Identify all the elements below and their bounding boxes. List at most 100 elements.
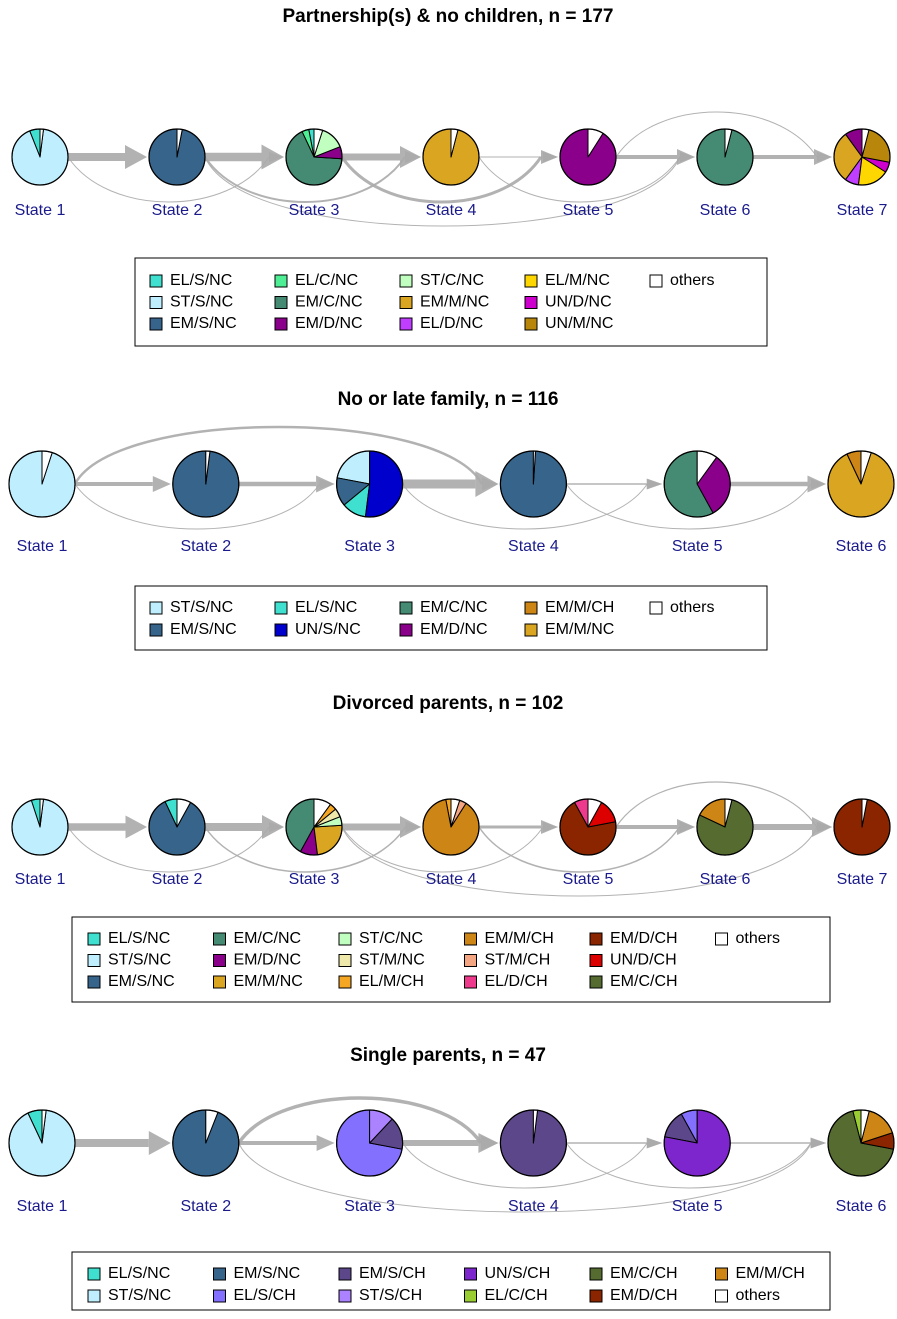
pie [499,1109,568,1177]
transition-line [341,826,544,873]
legend-label: EL/S/NC [295,599,357,616]
pie-outline [8,450,76,518]
legend-swatch [274,317,288,331]
transition [566,1137,663,1149]
pie-outline [663,450,731,518]
legend-swatch [87,954,101,967]
legend-swatch [274,274,288,288]
legend-label: EM/M/NC [420,294,489,311]
transition-arrowhead [316,475,335,493]
pie [11,128,69,186]
transition-arrowhead [646,478,663,490]
state-label: State 2 [152,202,203,219]
pie-outline [696,128,754,186]
legend-label: UN/M/NC [545,315,613,332]
transition-arrowhead [646,1137,663,1149]
state-label: State 3 [289,202,340,219]
pie [148,798,206,856]
pie [827,1109,895,1177]
transition-line [478,156,681,203]
pie-outline [285,798,343,856]
pie [172,1109,240,1177]
pie [148,128,206,186]
transition [238,475,335,493]
transition-arrowhead [125,145,147,169]
legend-label: EL/C/NC [295,272,358,289]
legend-label: EM/C/NC [420,599,488,616]
state-label: State 2 [180,1198,231,1215]
legend-label: UN/S/NC [295,621,361,638]
legend-label: EL/S/CH [234,1287,296,1304]
state-label: State 7 [837,871,888,888]
legend-swatch [524,274,538,288]
transition [479,820,558,834]
pie-outline [148,128,206,186]
pie [499,450,568,518]
pie-outline [11,798,69,856]
legend-swatch [274,296,288,309]
legend-label: ST/M/CH [485,952,551,969]
state-label: State 4 [508,538,559,555]
transition-arrowhead [316,1135,335,1151]
legend-label: EL/D/NC [420,315,483,332]
transition-line [67,156,270,203]
pie-outline [422,798,480,856]
pie-outline [559,128,617,186]
legend-swatch [149,601,163,615]
legend-swatch [338,975,352,989]
pie [8,1109,76,1177]
legend-label: EM/D/NC [295,315,363,332]
transition [68,145,147,169]
legend-label: EL/S/NC [108,1265,170,1282]
legend-swatch [524,601,538,615]
legend-swatch [399,623,413,637]
transition [342,816,421,838]
transition-arrowhead [261,144,284,170]
legend-label: ST/S/NC [170,294,233,311]
transition-arrowhead [478,1133,499,1153]
legend-swatch [399,274,413,288]
transition [566,478,663,490]
pie-outline [336,1109,404,1177]
pie-outline [827,1109,895,1177]
pie-outline [422,128,480,186]
legend-label: ST/C/NC [420,272,484,289]
pie-outline [285,128,343,186]
legend-label: EL/M/NC [545,272,610,289]
state-label: State 3 [344,1198,395,1215]
transition-line [238,1142,812,1213]
legend-label: EM/D/NC [420,621,488,638]
legend-label: EM/S/NC [170,621,237,638]
legend-box [134,585,768,651]
transition-arrowhead [814,149,832,165]
pie-outline [11,128,69,186]
legend-swatch [715,1267,728,1281]
state-label: State 4 [508,1198,559,1215]
transition-arrowhead [125,815,147,839]
legend-label: ST/S/NC [108,1287,171,1304]
pie-outline [833,128,891,186]
state-label: State 1 [17,538,68,555]
pie-outline [172,1109,240,1177]
legend-label: EL/M/CH [359,973,424,990]
pie [663,450,731,518]
pie [833,128,891,186]
chart-title: Partnership(s) & no children, n = 177 [283,6,614,27]
pie [285,798,343,856]
transition [402,1133,499,1153]
transition [402,471,499,497]
transition-line [204,826,407,873]
transition-arrowhead [400,146,421,168]
transition-arrowhead [680,152,695,162]
pie-outline [696,798,754,856]
legend-swatch [399,296,413,309]
pie-outline [499,1109,568,1177]
legend-label: ST/S/NC [170,599,233,616]
transition-line [340,156,543,204]
transition-arrowhead [677,819,695,835]
state-label: State 3 [344,538,395,555]
state-label: State 5 [672,1198,723,1215]
legend-swatch [464,932,477,946]
legend-label: EL/S/NC [170,272,232,289]
transition-arrowhead [812,817,832,837]
